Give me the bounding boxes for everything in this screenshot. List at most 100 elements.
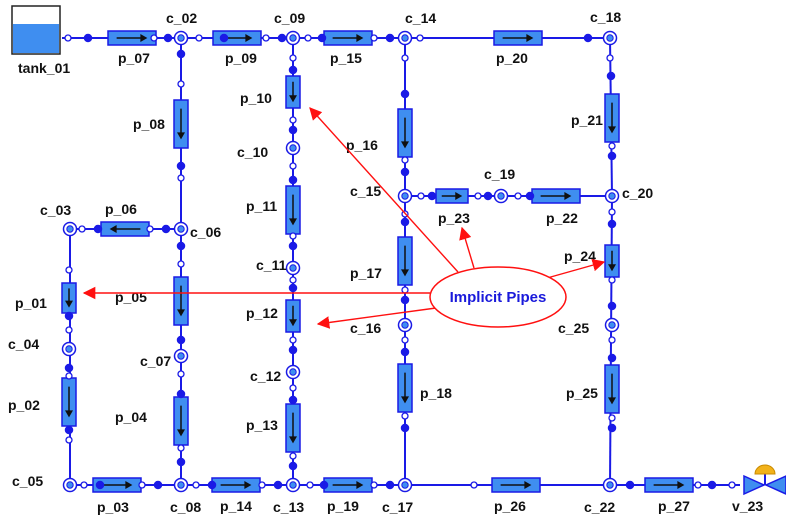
connector-c-16-icon[interactable] (397, 317, 413, 333)
pipe-joint-dot (177, 370, 185, 378)
pipe-joint-dot (525, 191, 535, 201)
label-p-10: p_10 (240, 90, 272, 106)
pipe-joint-dot (64, 311, 74, 321)
pipe-joint-dot (289, 452, 297, 460)
connector-c-14-icon[interactable] (397, 30, 413, 46)
pipe-p-16-icon[interactable] (397, 108, 413, 158)
label-p-21: p_21 (571, 112, 603, 128)
connector-c-06-icon[interactable] (173, 221, 189, 237)
label-v-23: v_23 (732, 498, 763, 514)
pipe-joint-dot (258, 481, 266, 489)
pipe-p-18-icon[interactable] (397, 363, 413, 413)
pipe-p-17-icon[interactable] (397, 236, 413, 286)
pipe-joint-dot (192, 481, 200, 489)
label-p-25: p_25 (566, 385, 598, 401)
connector-c-11-icon[interactable] (285, 260, 301, 276)
tank-icon[interactable] (11, 5, 61, 55)
pipe-joint-dot (694, 481, 702, 489)
pipe-p-03-icon[interactable] (92, 477, 142, 493)
label-c-03: c_03 (40, 202, 71, 218)
pipe-p-05-icon[interactable] (173, 276, 189, 326)
pipe-joint-dot (370, 34, 378, 42)
pipe-p-19-icon[interactable] (323, 477, 373, 493)
valve-icon[interactable] (743, 464, 786, 496)
pipe-joint-dot (146, 225, 154, 233)
pipe-p-07-icon[interactable] (107, 30, 157, 46)
label-c-25: c_25 (558, 320, 589, 336)
pipe-p-23-icon[interactable] (435, 188, 469, 204)
callout-arrow-p10 (309, 107, 459, 273)
pipe-joint-dot (400, 347, 410, 357)
pipe-p-13-icon[interactable] (285, 403, 301, 453)
connector-c-03-icon[interactable] (62, 221, 78, 237)
pipe-p-20-icon[interactable] (493, 30, 543, 46)
pipe-p-11-icon[interactable] (285, 185, 301, 235)
pipe-joint-dot (470, 481, 478, 489)
pipe-p-24-icon[interactable] (604, 244, 620, 278)
pipe-joint-dot (607, 301, 617, 311)
connector-c-25-icon[interactable] (604, 317, 620, 333)
pipe-p-25-icon[interactable] (604, 364, 620, 414)
pipe-joint-dot (319, 480, 329, 490)
pipe-p-26-icon[interactable] (491, 477, 541, 493)
pipe-p-02-icon[interactable] (61, 377, 77, 427)
connector-c-08-icon[interactable] (173, 477, 189, 493)
pipe-joint-dot (401, 412, 409, 420)
pipe-p-08-icon[interactable] (173, 99, 189, 149)
label-p-05: p_05 (115, 289, 147, 305)
pipe-p-14-icon[interactable] (211, 477, 261, 493)
pipe-joint-dot (400, 167, 410, 177)
label-c-19: c_19 (484, 166, 515, 182)
connector-c-19-icon[interactable] (493, 188, 509, 204)
label-p-22: p_22 (546, 210, 578, 226)
pipe-joint-dot (177, 174, 185, 182)
connector-c-02-icon[interactable] (173, 30, 189, 46)
pipe-p-22-icon[interactable] (531, 188, 581, 204)
pipe-joint-dot (608, 142, 616, 150)
pipe-joint-dot (138, 481, 146, 489)
pipe-joint-dot (195, 34, 203, 42)
pipe-p-10-icon[interactable] (285, 75, 301, 109)
pipe-joint-dot (176, 49, 186, 59)
connector-c-10-icon[interactable] (285, 140, 301, 156)
pipe-joint-dot (400, 423, 410, 433)
label-p-02: p_02 (8, 397, 40, 413)
label-c-07: c_07 (140, 353, 171, 369)
pipe-joint-dot (64, 34, 72, 42)
connector-c-05-icon[interactable] (62, 477, 78, 493)
label-c-02: c_02 (166, 10, 197, 26)
connector-c-13-icon[interactable] (285, 477, 301, 493)
connector-c-04-icon[interactable] (61, 341, 77, 357)
pipe-p-06-icon[interactable] (100, 221, 150, 237)
pipe-joint-dot (401, 156, 409, 164)
pipe-joint-dot (607, 353, 617, 363)
label-p-13: p_13 (246, 417, 278, 433)
connector-c-17-icon[interactable] (397, 477, 413, 493)
pipe-joint-dot (176, 241, 186, 251)
label-c-16: c_16 (350, 320, 381, 336)
connector-c-20-icon[interactable] (604, 188, 620, 204)
pipe-joint-dot (707, 480, 717, 490)
pipe-joint-dot (607, 423, 617, 433)
pipe-joint-dot (153, 480, 163, 490)
pipe-joint-dot (176, 389, 186, 399)
connector-c-22-icon[interactable] (602, 477, 618, 493)
pipe-p-15-icon[interactable] (323, 30, 373, 46)
pipe-p-04-icon[interactable] (173, 396, 189, 446)
pipe-p-01-icon[interactable] (61, 282, 77, 314)
connector-c-09-icon[interactable] (285, 30, 301, 46)
pipe-joint-dot (289, 162, 297, 170)
connector-c-07-icon[interactable] (173, 348, 189, 364)
label-p-09: p_09 (225, 50, 257, 66)
pipe-joint-dot (207, 480, 217, 490)
connector-c-18-icon[interactable] (602, 30, 618, 46)
pipe-joint-dot (427, 191, 437, 201)
pipe-p-27-icon[interactable] (644, 477, 694, 493)
pipe-joint-dot (64, 425, 74, 435)
label-c-18: c_18 (590, 9, 621, 25)
pipe-p-21-icon[interactable] (604, 93, 620, 143)
pipe-joint-dot (177, 80, 185, 88)
connector-c-15-icon[interactable] (397, 188, 413, 204)
pipe-p-12-icon[interactable] (285, 299, 301, 333)
connector-c-12-icon[interactable] (285, 364, 301, 380)
